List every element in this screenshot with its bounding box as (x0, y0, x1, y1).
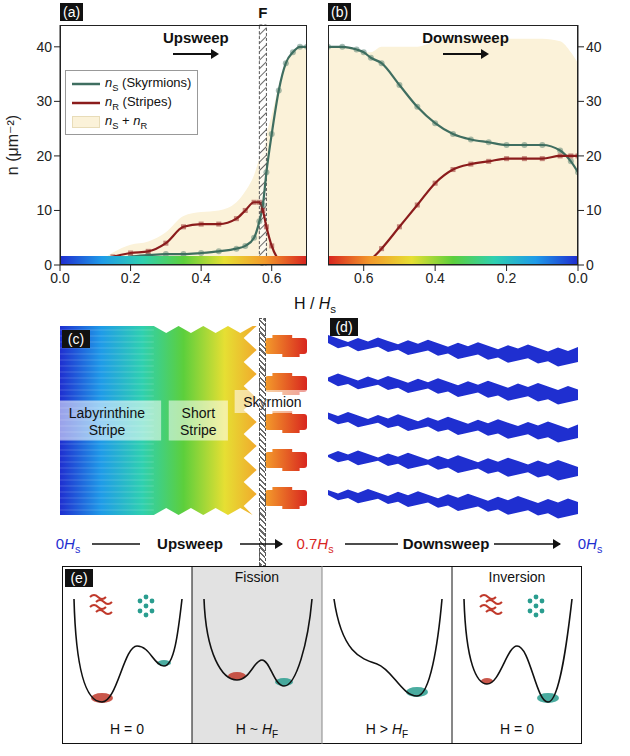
svg-text:0: 0 (44, 257, 52, 273)
html-text:nS(Skyrmions): nS(Skyrmions) (105, 74, 192, 93)
svg-text:30: 30 (586, 93, 602, 109)
svg-text:(c): (c) (68, 331, 84, 347)
svg-text:40: 40 (586, 39, 602, 55)
html-text:F: F (258, 4, 268, 21)
svg-text:30: 30 (36, 93, 52, 109)
html-text:Upsweep: Upsweep (162, 29, 229, 46)
svg-text:Fission: Fission (235, 569, 279, 585)
svg-text:Inversion: Inversion (489, 569, 546, 585)
html-text:H / Hs: H / Hs (293, 295, 337, 316)
svg-text:0.6: 0.6 (354, 270, 374, 286)
html-text:(b): (b) (331, 4, 349, 20)
svg-text:0.2: 0.2 (497, 270, 517, 286)
svg-text:H > HF: H > HF (366, 721, 408, 740)
html-text:Downsweep: Downsweep (422, 29, 509, 46)
svg-text:0.4: 0.4 (191, 270, 211, 286)
svg-text:0.0: 0.0 (50, 270, 70, 286)
svg-text:(e): (e) (70, 570, 87, 586)
html-text:(a): (a) (63, 4, 81, 20)
svg-text:H = 0: H = 0 (110, 721, 144, 737)
svg-text:10: 10 (36, 202, 52, 218)
svg-text:(d): (d) (335, 319, 352, 335)
svg-text:0: 0 (586, 257, 594, 273)
svg-text:0.4: 0.4 (425, 270, 445, 286)
svg-text:0Hs: 0Hs (578, 535, 603, 555)
svg-text:0Hs: 0Hs (56, 535, 81, 555)
svg-text:Skyrmion: Skyrmion (243, 394, 301, 410)
svg-text:20: 20 (586, 148, 602, 164)
svg-text:0.0: 0.0 (568, 270, 588, 286)
svg-text:10: 10 (586, 202, 602, 218)
svg-text:0.7Hs: 0.7Hs (296, 535, 334, 555)
svg-text:0.6: 0.6 (262, 270, 282, 286)
svg-text:ShortStripe: ShortStripe (180, 405, 217, 438)
html-text:nR(Stripes): nR(Stripes) (105, 93, 172, 112)
svg-text:Upsweep: Upsweep (157, 535, 223, 552)
svg-text:20: 20 (36, 148, 52, 164)
svg-text:40: 40 (36, 39, 52, 55)
svg-text:Downsweep: Downsweep (403, 535, 490, 552)
html-text:nS+ nR: nS+ nR (105, 112, 148, 131)
svg-text:n (μm⁻²): n (μm⁻²) (5, 115, 21, 175)
svg-text:0.2: 0.2 (121, 270, 141, 286)
svg-text:LabyrinthineStripe: LabyrinthineStripe (69, 405, 145, 438)
svg-text:H = 0: H = 0 (500, 721, 534, 737)
svg-text:H ~ HF: H ~ HF (236, 721, 278, 740)
